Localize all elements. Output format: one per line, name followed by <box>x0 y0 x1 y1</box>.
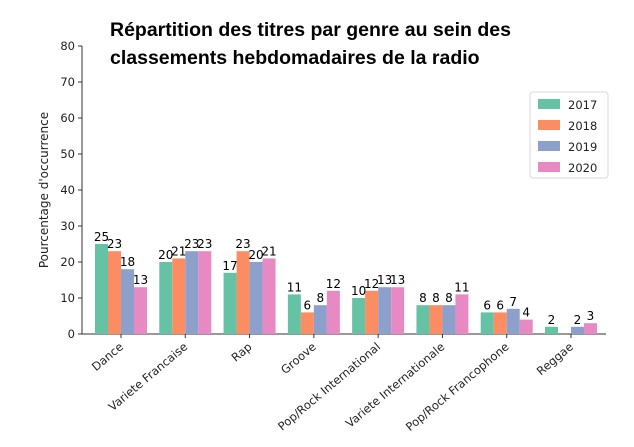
chart-title-line-2: classements hebdomadaires de la radio <box>110 47 480 69</box>
data-label: 2 <box>574 313 582 327</box>
bar <box>223 272 237 334</box>
legend-swatch <box>538 162 560 172</box>
y-tick-label: 30 <box>60 219 75 233</box>
data-label: 13 <box>377 273 392 287</box>
x-category-label: Reggae <box>534 340 576 379</box>
bar <box>352 298 366 334</box>
bar <box>313 305 327 334</box>
data-label: 3 <box>587 309 595 323</box>
data-label: 20 <box>158 248 173 262</box>
bar <box>429 305 443 334</box>
bar <box>493 312 507 334</box>
data-label: 23 <box>197 237 212 251</box>
bar <box>584 323 597 334</box>
bar <box>262 258 276 334</box>
bar <box>159 262 173 334</box>
data-label: 25 <box>94 230 109 244</box>
bar <box>287 294 301 334</box>
data-label: 10 <box>351 284 366 298</box>
bar <box>326 290 340 334</box>
legend-entry: 2017 <box>568 98 597 112</box>
data-label: 23 <box>107 237 122 251</box>
bar <box>95 244 108 334</box>
bar <box>236 251 250 334</box>
data-label: 6 <box>304 298 312 312</box>
data-label: 12 <box>364 277 379 291</box>
data-label: 23 <box>235 237 250 251</box>
data-label: 7 <box>509 295 517 309</box>
bar <box>378 287 392 334</box>
legend-entry: 2020 <box>568 161 597 175</box>
bar <box>185 251 199 334</box>
axes: 0 10 20 30 40 50 60 70 80 <box>60 39 606 341</box>
legend-swatch <box>538 99 560 109</box>
bar <box>108 251 121 334</box>
y-tick-label: 0 <box>68 327 75 341</box>
x-category-label: Dance <box>89 340 126 374</box>
data-label: 2 <box>548 313 556 327</box>
bar <box>416 305 430 334</box>
y-tick-label: 50 <box>60 147 75 161</box>
x-category-label: Pop/Rock International <box>275 340 383 434</box>
bar <box>300 312 314 334</box>
legend-frame <box>529 91 609 179</box>
data-label: 21 <box>261 244 276 258</box>
bar <box>391 287 405 334</box>
bar <box>480 312 494 334</box>
data-label: 21 <box>171 244 186 258</box>
x-category-label: Groove <box>278 340 319 377</box>
y-tick-label: 80 <box>60 39 75 53</box>
data-label: 11 <box>454 280 469 294</box>
legend-entry: 2018 <box>568 119 597 133</box>
x-category-label: Pop/Rock Francophone <box>403 340 512 434</box>
data-label: 13 <box>390 273 405 287</box>
y-tick-label: 40 <box>60 183 75 197</box>
data-label: 13 <box>133 273 148 287</box>
y-axis-label: Pourcentage d'occurrence <box>37 112 51 268</box>
legend-swatch <box>538 120 560 130</box>
legend-entry: 2019 <box>568 140 597 154</box>
bar <box>545 326 558 334</box>
data-label: 8 <box>432 291 440 305</box>
bar <box>519 319 533 334</box>
bars-group <box>95 244 597 334</box>
data-label: 8 <box>419 291 427 305</box>
data-label: 6 <box>483 298 491 312</box>
chart-title-line-1: Répartition des titres par genre au sein… <box>110 19 511 41</box>
data-label: 8 <box>445 291 453 305</box>
bar <box>365 290 379 334</box>
bar <box>121 269 134 334</box>
data-label: 11 <box>287 280 302 294</box>
bar <box>172 258 186 334</box>
bar <box>134 287 147 334</box>
legend: 2017 2018 2019 2020 <box>529 91 609 179</box>
data-label: 4 <box>522 306 530 320</box>
x-category-label: Rap <box>229 340 255 365</box>
data-label: 23 <box>184 237 199 251</box>
y-tick-label: 20 <box>60 255 75 269</box>
data-label: 20 <box>248 248 263 262</box>
bar <box>455 294 469 334</box>
legend-swatch <box>538 141 560 151</box>
y-tick-label: 10 <box>60 291 75 305</box>
data-label: 18 <box>120 255 135 269</box>
bar <box>506 308 520 334</box>
y-tick-label: 60 <box>60 111 75 125</box>
bar <box>442 305 456 334</box>
data-label: 6 <box>496 298 504 312</box>
data-label: 12 <box>326 277 341 291</box>
bar <box>249 262 263 334</box>
y-tick-label: 70 <box>60 75 75 89</box>
data-label: 8 <box>317 291 325 305</box>
bar <box>198 251 212 334</box>
bar <box>571 326 584 334</box>
data-label: 17 <box>222 259 237 273</box>
